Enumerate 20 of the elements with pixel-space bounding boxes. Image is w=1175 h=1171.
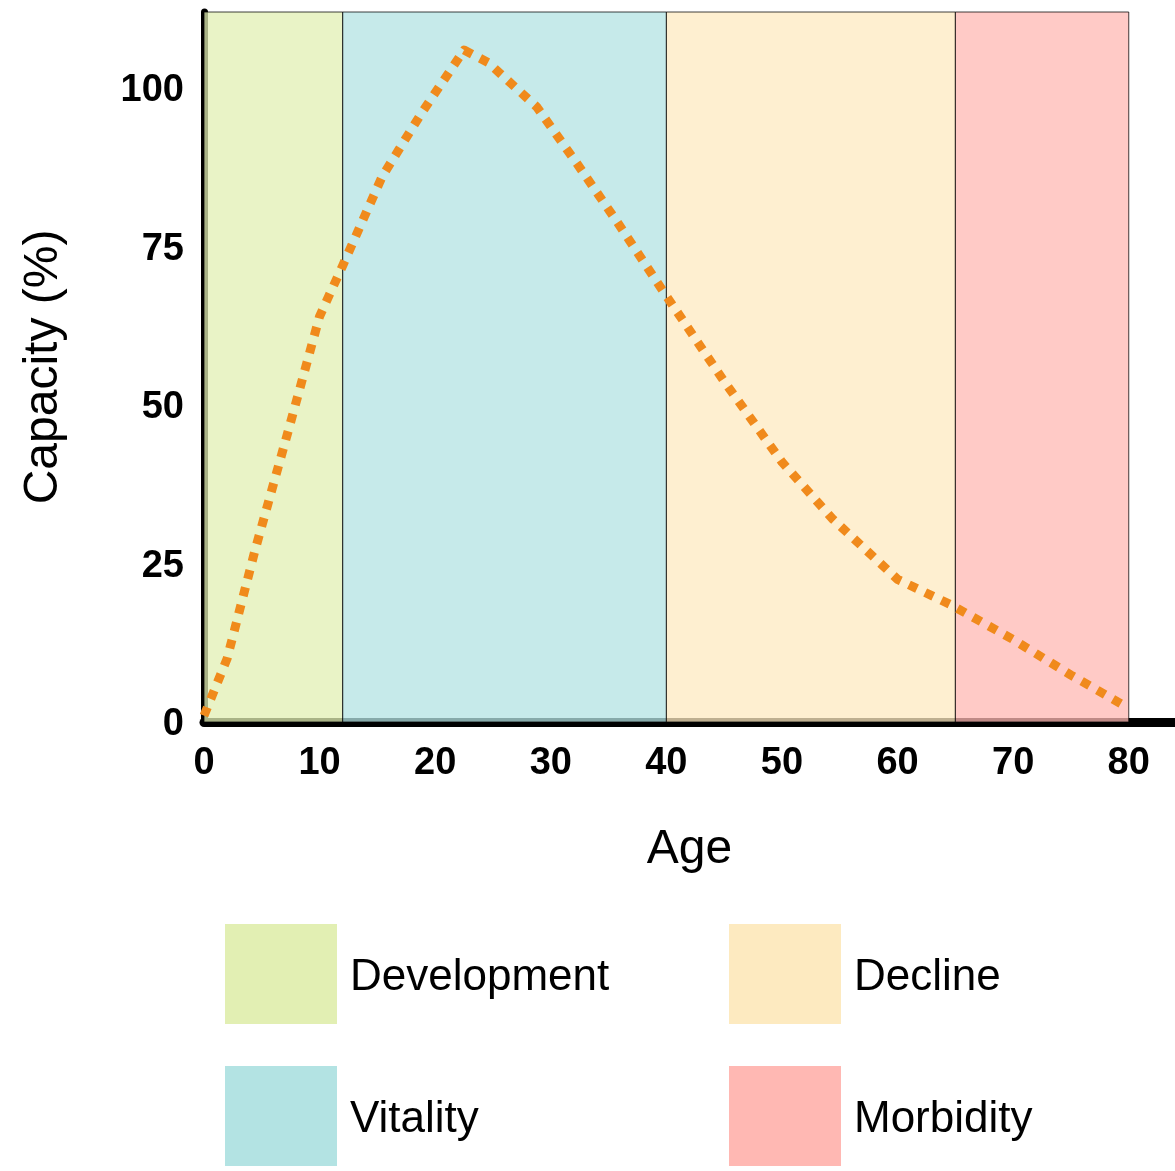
x-tick-label: 20 — [414, 740, 457, 782]
legend-label: Development — [350, 949, 610, 999]
x-axis-title: Age — [646, 819, 733, 873]
x-tick-label: 80 — [1107, 740, 1150, 782]
y-tick-label: 75 — [141, 225, 184, 268]
legend-label: Vitality — [350, 1091, 479, 1141]
y-tick-label: 0 — [162, 701, 184, 743]
x-tick-label: 0 — [193, 740, 215, 782]
y-tick-label: 100 — [120, 67, 184, 110]
x-tick-label: 10 — [298, 740, 341, 782]
legend-label: Morbidity — [854, 1091, 1033, 1141]
x-tick-label: 40 — [645, 740, 688, 782]
y-axis-title: Capacity (%) — [13, 229, 67, 505]
legend-label: Decline — [854, 949, 1001, 999]
y-tick-label: 25 — [141, 542, 184, 585]
x-tick-label: 70 — [992, 740, 1035, 782]
x-tick-label: 60 — [876, 740, 919, 782]
y-tick-label: 50 — [141, 384, 184, 427]
x-tick-label: 50 — [760, 740, 804, 782]
x-tick-label: 30 — [529, 740, 572, 782]
